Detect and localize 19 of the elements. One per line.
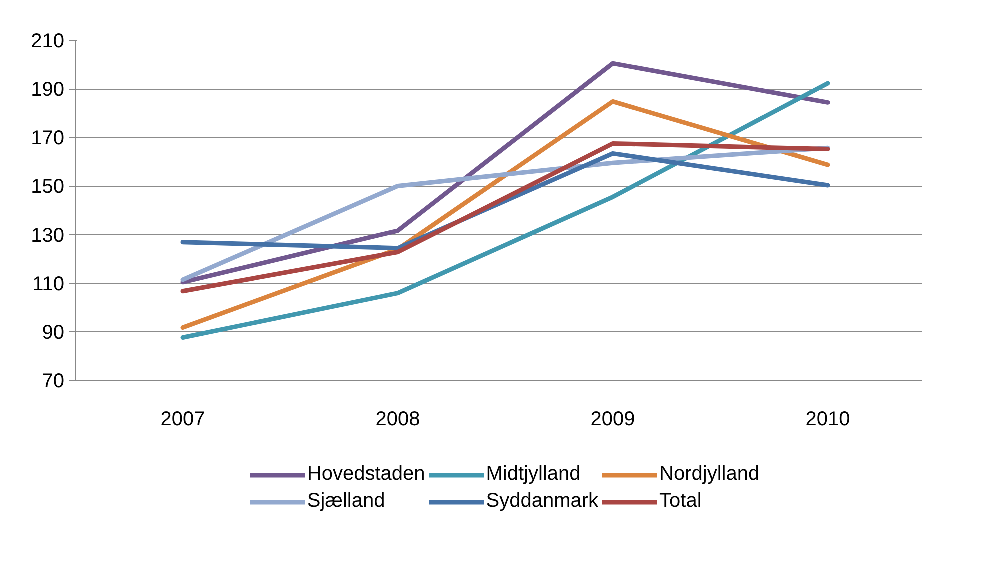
x-tick-label: 2008 — [376, 408, 420, 430]
x-tick-label: 2007 — [160, 408, 206, 430]
y-tick-label: 190 — [31, 79, 65, 102]
y-tick-label: 150 — [31, 176, 65, 198]
legend-label: Total — [660, 490, 702, 513]
legend-label: Hovedstaden — [307, 463, 426, 486]
legend-label: Nordjylland — [660, 463, 760, 486]
y-tick-label: 170 — [31, 128, 65, 150]
y-tick-label: 130 — [31, 224, 65, 247]
y-tick-label: 90 — [42, 322, 65, 344]
legend-label: Midtjylland — [486, 463, 581, 486]
y-tick-label: 110 — [32, 273, 65, 296]
y-tick-label: 70 — [42, 370, 65, 392]
legend-label: Sjælland — [307, 490, 386, 513]
x-tick-label: 2010 — [806, 408, 850, 430]
legend-label: Syddanmark — [486, 490, 599, 513]
y-tick-label: 210 — [31, 30, 65, 52]
line-series — [180, 61, 830, 285]
x-tick-label: 2009 — [590, 408, 636, 430]
